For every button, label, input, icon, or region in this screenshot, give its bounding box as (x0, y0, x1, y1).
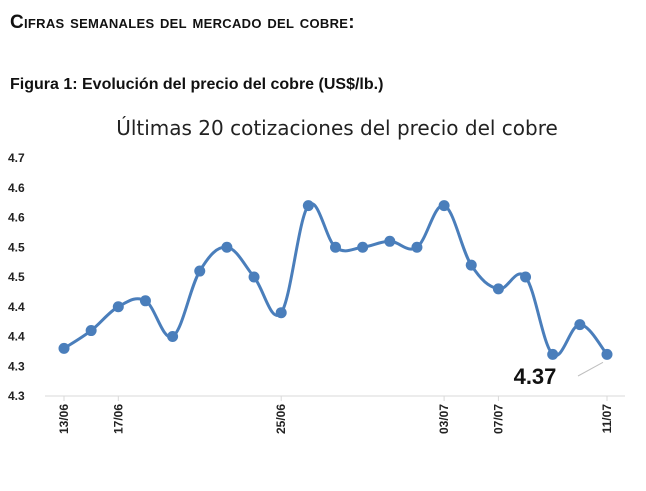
y-tick-label: 4.7 (8, 151, 25, 165)
data-point (492, 283, 504, 295)
data-point (574, 319, 586, 331)
x-axis-ticks: 13/06 17/06 25/06 03/07 07/07 11/07 (57, 396, 614, 434)
y-tick-label: 4.4 (8, 300, 25, 314)
data-point (547, 348, 559, 360)
data-point (465, 259, 477, 271)
x-tick-label: 03/07 (437, 404, 451, 434)
data-point (248, 271, 260, 283)
last-value-label: 4.37 (514, 364, 557, 389)
data-point (112, 301, 124, 313)
page-heading: Cifras semanales del mercado del cobre: (10, 12, 355, 33)
data-point (85, 325, 97, 337)
data-point (302, 200, 314, 212)
chart-title: Últimas 20 cotizaciones del precio del c… (116, 116, 558, 140)
x-tick-label: 17/06 (111, 404, 125, 434)
last-value-leader-line (577, 361, 604, 377)
y-tick-label: 4.6 (8, 211, 25, 225)
x-tick-label: 13/06 (57, 404, 71, 434)
y-axis-ticks: 4.7 4.6 4.6 4.5 4.5 4.4 4.4 4.3 4.3 (8, 151, 25, 403)
data-point (357, 241, 369, 253)
y-tick-label: 4.5 (8, 270, 25, 284)
data-point (438, 200, 450, 212)
data-point (58, 342, 70, 354)
x-tick-label: 25/06 (274, 404, 288, 434)
data-point (221, 241, 233, 253)
data-point (330, 241, 341, 253)
data-point (601, 348, 613, 360)
data-point (139, 295, 151, 307)
y-tick-label: 4.4 (8, 330, 25, 344)
y-tick-label: 4.3 (8, 359, 25, 373)
y-tick-label: 4.6 (8, 181, 25, 195)
data-point (520, 271, 532, 283)
data-point (167, 331, 179, 342)
data-point (275, 307, 287, 319)
figure-caption: Figura 1: Evolución del precio del cobre… (10, 76, 384, 93)
data-point (194, 265, 206, 277)
data-point (411, 241, 423, 253)
x-tick-label: 11/07 (600, 404, 614, 434)
series-markers (58, 200, 613, 360)
y-tick-label: 4.5 (8, 240, 25, 254)
x-tick-label: 07/07 (491, 404, 505, 434)
y-tick-label: 4.3 (8, 389, 25, 403)
data-point (384, 235, 396, 247)
